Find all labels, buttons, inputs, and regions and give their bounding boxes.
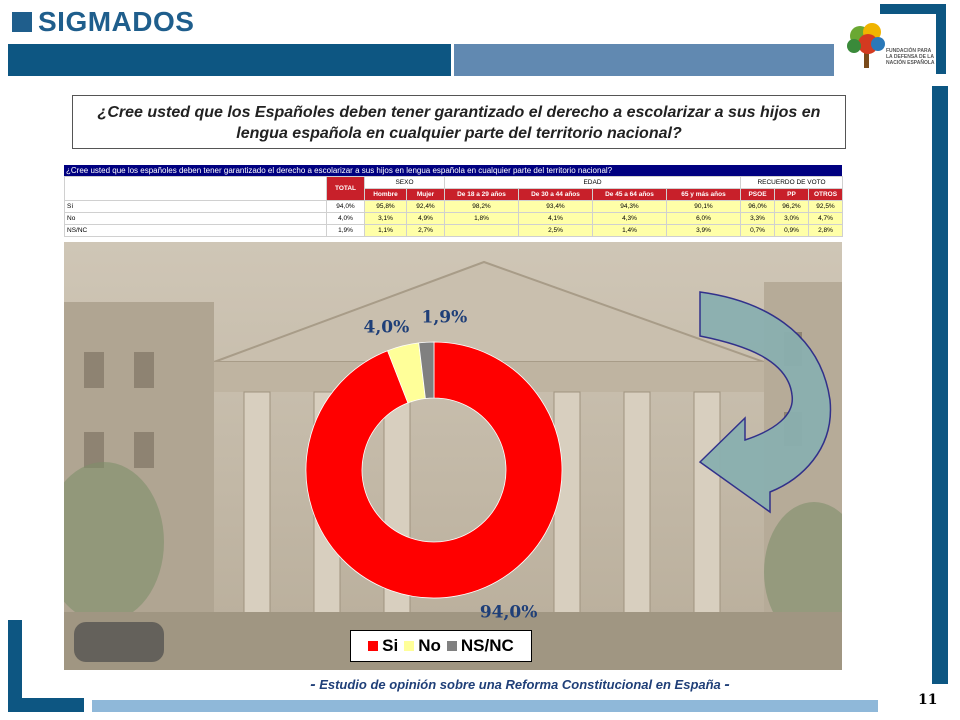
results-table: ¿Cree usted que los españoles deben tene… [64,165,844,237]
footer-dash-left: - [310,676,316,693]
sigmados-logo: SIGMADOS [38,6,195,37]
legend-item-no: No [404,636,441,656]
logo-square [12,12,32,32]
group-edad: EDAD [444,176,741,189]
legend-item-nsnc: NS/NC [446,636,514,656]
header-bar-light [454,44,834,76]
foundation-tree-logo [847,23,885,68]
page-number: 11 [918,692,938,708]
left-frame-bar [8,620,22,712]
total-cell: 1,9% [326,224,365,237]
group-voto: RECUERDO DE VOTO [739,176,844,189]
table-cell: 3,3% [740,212,775,225]
table-row: No 4,0% 3,1% 4,9% 1,8% 4,1% 4,3% 6,0% 3,… [64,212,844,225]
curved-arrow-icon [698,291,832,514]
table-cell: 3,1% [364,212,407,225]
slice-label-no: 4,0% [364,317,410,337]
header-bar-dark [8,44,451,76]
slice-label-si: 94,0% [480,603,538,623]
table-cell: 1,4% [592,224,667,237]
footer-text: Estudio de opinión sobre una Reforma Con… [319,677,721,692]
chart-legend: Si No NS/NC [350,630,532,662]
slice-label-nsnc: 1,9% [422,307,468,327]
table-cell: 3,9% [666,224,741,237]
legend-swatch-si [368,641,379,651]
table-cell: 1,8% [444,212,519,225]
legend-label-no: No [418,636,441,655]
table-cell: 1,1% [364,224,407,237]
legend-label-si: Si [382,636,399,655]
col-45-64: De 45 a 64 años [592,188,667,201]
table-cell: 6,0% [666,212,741,225]
slice-nsnc [418,341,435,399]
foundation-name: FUNDACIÓN PARA LA DEFENSA DE LA NACIÓN E… [886,48,935,66]
legend-item-si: Si [368,636,398,656]
corner-frame-right [936,4,946,74]
table-cell: 92,4% [406,200,445,213]
right-frame-bar [932,86,948,684]
table-cell: 2,8% [807,224,844,237]
table-corner [64,176,327,201]
table-cell [444,224,519,237]
table-cell: 92,5% [807,200,844,213]
table-title: ¿Cree usted que los españoles deben tene… [64,165,842,176]
col-18-29: De 18 a 29 años [444,188,519,201]
legend-swatch-nsnc [446,641,457,651]
slice-si [305,341,563,599]
donut-chart [305,341,563,599]
total-cell: 4,0% [326,212,365,225]
col-mujer: Mujer [406,188,445,201]
question-box: ¿Cree usted que los Españoles deben tene… [72,95,846,149]
table-cell: 2,7% [406,224,445,237]
footer-dash-right: - [724,676,730,693]
footer-caption: - Estudio de opinión sobre una Reforma C… [240,676,800,694]
survey-table: TOTAL SEXO EDAD RECUERDO DE VOTO Hombre … [64,176,844,237]
legend-swatch-no [404,641,415,651]
row-label: NS/NC [64,224,327,237]
bottom-frame-bar [8,698,84,712]
table-cell: 4,1% [518,212,593,225]
legend-label-nsnc: NS/NC [460,636,514,655]
table-cell: 0,9% [774,224,809,237]
corner-frame-top [880,4,946,14]
table-cell: 0,7% [740,224,775,237]
bottom-light-bar [92,700,878,712]
table-cell: 4,7% [807,212,844,225]
table-row: NS/NC 1,9% 1,1% 2,7% 2,5% 1,4% 3,9% 0,7%… [64,224,844,237]
table-cell: 98,2% [444,200,519,213]
